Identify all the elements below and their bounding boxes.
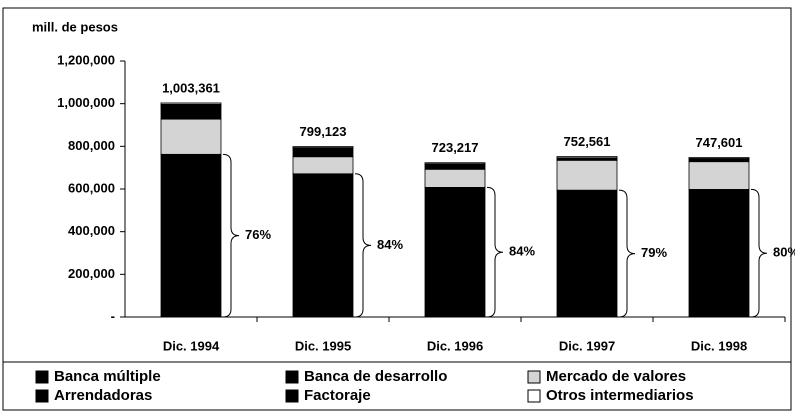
total-label: 799,123 [300, 124, 347, 139]
legend-label: Factoraje [304, 387, 371, 404]
y-tick-label: 600,000 [68, 180, 115, 195]
legend-swatch [35, 389, 49, 403]
bar-segment [292, 173, 354, 318]
bar-segment [292, 149, 354, 158]
y-tick-label: 1,200,000 [57, 52, 115, 67]
y-tick-label: - [111, 308, 115, 323]
bar-segment [292, 156, 354, 175]
frame [2, 7, 792, 411]
bar-segment [556, 189, 618, 318]
total-label: 747,601 [696, 135, 743, 150]
bar-segment [688, 161, 750, 190]
percent-label: 76% [245, 227, 271, 242]
y-tick-label: 800,000 [68, 138, 115, 153]
total-label: 1,003,361 [162, 80, 220, 95]
brace [486, 186, 504, 318]
legend-swatch [527, 389, 541, 403]
percent-label: 84% [509, 244, 535, 259]
bar-segment [160, 102, 222, 105]
legend-label: Banca de desarrollo [304, 368, 447, 385]
bar-segment [556, 156, 618, 159]
bar-segment [160, 118, 222, 155]
legend-label: Otros intermediarios [546, 387, 694, 404]
bar-segment [160, 104, 222, 109]
legend-label: Mercado de valores [546, 368, 686, 385]
brace [750, 188, 768, 318]
x-tick-label: Dic. 1994 [163, 338, 220, 353]
brace [618, 189, 636, 318]
bar-segment [424, 162, 486, 165]
percent-label: 79% [641, 245, 667, 260]
bar-segment [160, 153, 222, 318]
x-tick-label: Dic. 1998 [691, 338, 747, 353]
legend-swatch [35, 370, 49, 384]
x-tick-label: Dic. 1996 [427, 338, 483, 353]
y-tick-label: 400,000 [68, 223, 115, 238]
legend-label: Arrendadoras [54, 387, 152, 404]
brace [222, 153, 240, 318]
bar-segment [292, 146, 354, 148]
y-tick-label: 200,000 [68, 266, 115, 281]
bar-segment [424, 186, 486, 318]
axis-title: mill. de pesos [32, 19, 118, 34]
x-tick-label: Dic. 1997 [559, 338, 615, 353]
brace [354, 173, 372, 318]
bar-segment [688, 189, 750, 318]
legend: Banca múltiple Banca de desarrollo Mercado… [35, 368, 694, 404]
percent-label: 80% [773, 245, 795, 260]
legend-swatch [527, 370, 541, 384]
percent-label: 84% [377, 237, 403, 252]
bar-segment [424, 168, 486, 188]
bar-segment [688, 157, 750, 159]
bar-segment [556, 159, 618, 191]
bar-segment [424, 165, 486, 170]
legend-label: Banca múltiple [54, 368, 161, 385]
total-label: 723,217 [432, 140, 479, 155]
y-tick-label: 1,000,000 [57, 95, 115, 110]
total-label: 752,561 [564, 134, 611, 149]
x-tick-label: Dic. 1995 [295, 338, 351, 353]
legend-swatch [285, 370, 299, 384]
bar-segment [160, 108, 222, 120]
legend-swatch [285, 389, 299, 403]
